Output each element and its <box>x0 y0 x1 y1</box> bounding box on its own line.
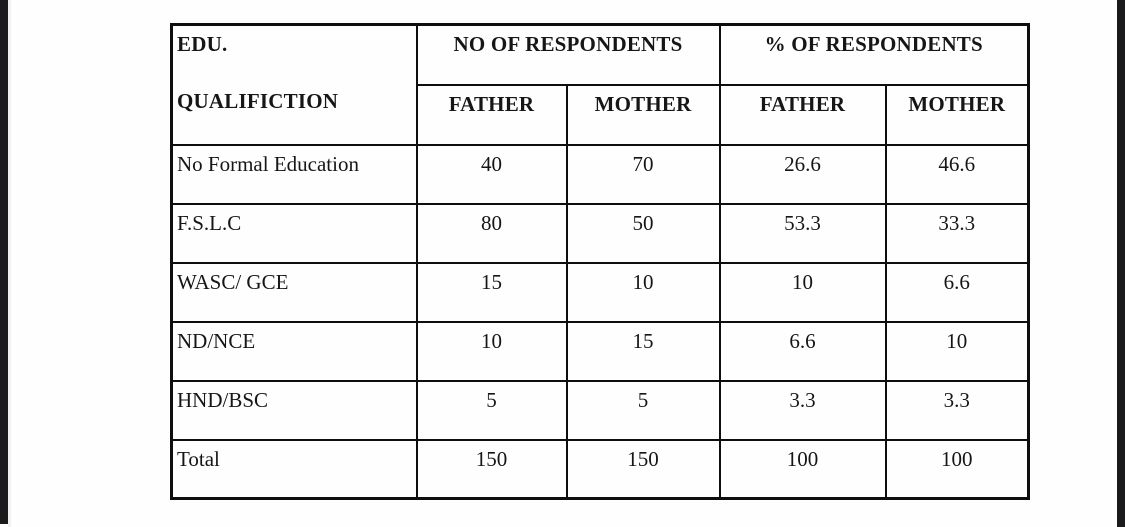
header-edu-line2: QUALIFICTION <box>177 89 339 114</box>
cell-pct-father: 10 <box>718 261 887 323</box>
cell-pct-father: 100 <box>718 438 887 500</box>
cell-no-father: 80 <box>415 202 568 264</box>
row-label: Total <box>170 438 418 500</box>
cell-no-mother: 5 <box>565 379 721 441</box>
header-no-father: FATHER <box>415 83 568 146</box>
table-row-total: Total 150 150 100 100 <box>170 438 1030 500</box>
cell-no-father: 150 <box>415 438 568 500</box>
cell-no-father: 10 <box>415 320 568 382</box>
cell-no-mother: 150 <box>565 438 721 500</box>
row-label: HND/BSC <box>170 379 418 441</box>
left-edge-strip <box>0 0 8 524</box>
cell-pct-father: 3.3 <box>718 379 887 441</box>
respondents-qualification-table: EDU. QUALIFICTION NO OF RESPONDENTS % OF… <box>170 23 1031 500</box>
left-edge-sliver <box>8 0 11 527</box>
row-label: WASC/ GCE <box>170 261 418 323</box>
cell-pct-mother: 3.3 <box>884 379 1030 441</box>
header-row-groups: EDU. QUALIFICTION NO OF RESPONDENTS % OF… <box>170 23 1030 146</box>
row-label: No Formal Education <box>170 143 418 205</box>
cell-pct-mother: 100 <box>884 438 1030 500</box>
cell-pct-mother: 46.6 <box>884 143 1030 205</box>
cell-pct-mother: 6.6 <box>884 261 1030 323</box>
right-edge-strip <box>1117 0 1125 527</box>
header-pct-mother: MOTHER <box>884 83 1030 146</box>
table-row-no-formal-education: No Formal Education 40 70 26.6 46.6 <box>170 143 1030 205</box>
table-row-fslc: F.S.L.C 80 50 53.3 33.3 <box>170 202 1030 264</box>
table-row-hnd-bsc: HND/BSC 5 5 3.3 3.3 <box>170 379 1030 441</box>
header-edu-line1: EDU. <box>177 32 228 56</box>
cell-pct-father: 53.3 <box>718 202 887 264</box>
table-row-nd-nce: ND/NCE 10 15 6.6 10 <box>170 320 1030 382</box>
header-pct-of-respondents: % OF RESPONDENTS <box>718 23 1030 86</box>
cell-no-father: 5 <box>415 379 568 441</box>
cell-pct-father: 6.6 <box>718 320 887 382</box>
cell-no-mother: 70 <box>565 143 721 205</box>
header-pct-father: FATHER <box>718 83 887 146</box>
row-label: F.S.L.C <box>170 202 418 264</box>
row-label: ND/NCE <box>170 320 418 382</box>
table-row-wasc-gce: WASC/ GCE 15 10 10 6.6 <box>170 261 1030 323</box>
cell-no-mother: 10 <box>565 261 721 323</box>
cell-pct-mother: 10 <box>884 320 1030 382</box>
header-edu-qualification: EDU. QUALIFICTION <box>170 23 418 146</box>
cell-no-father: 15 <box>415 261 568 323</box>
cell-no-mother: 50 <box>565 202 721 264</box>
header-no-mother: MOTHER <box>565 83 721 146</box>
cell-pct-father: 26.6 <box>718 143 887 205</box>
cell-no-father: 40 <box>415 143 568 205</box>
header-row-sub: FATHER MOTHER FATHER MOTHER <box>172 83 1030 146</box>
cell-pct-mother: 33.3 <box>884 202 1030 264</box>
header-no-of-respondents: NO OF RESPONDENTS <box>415 23 721 86</box>
cell-no-mother: 15 <box>565 320 721 382</box>
